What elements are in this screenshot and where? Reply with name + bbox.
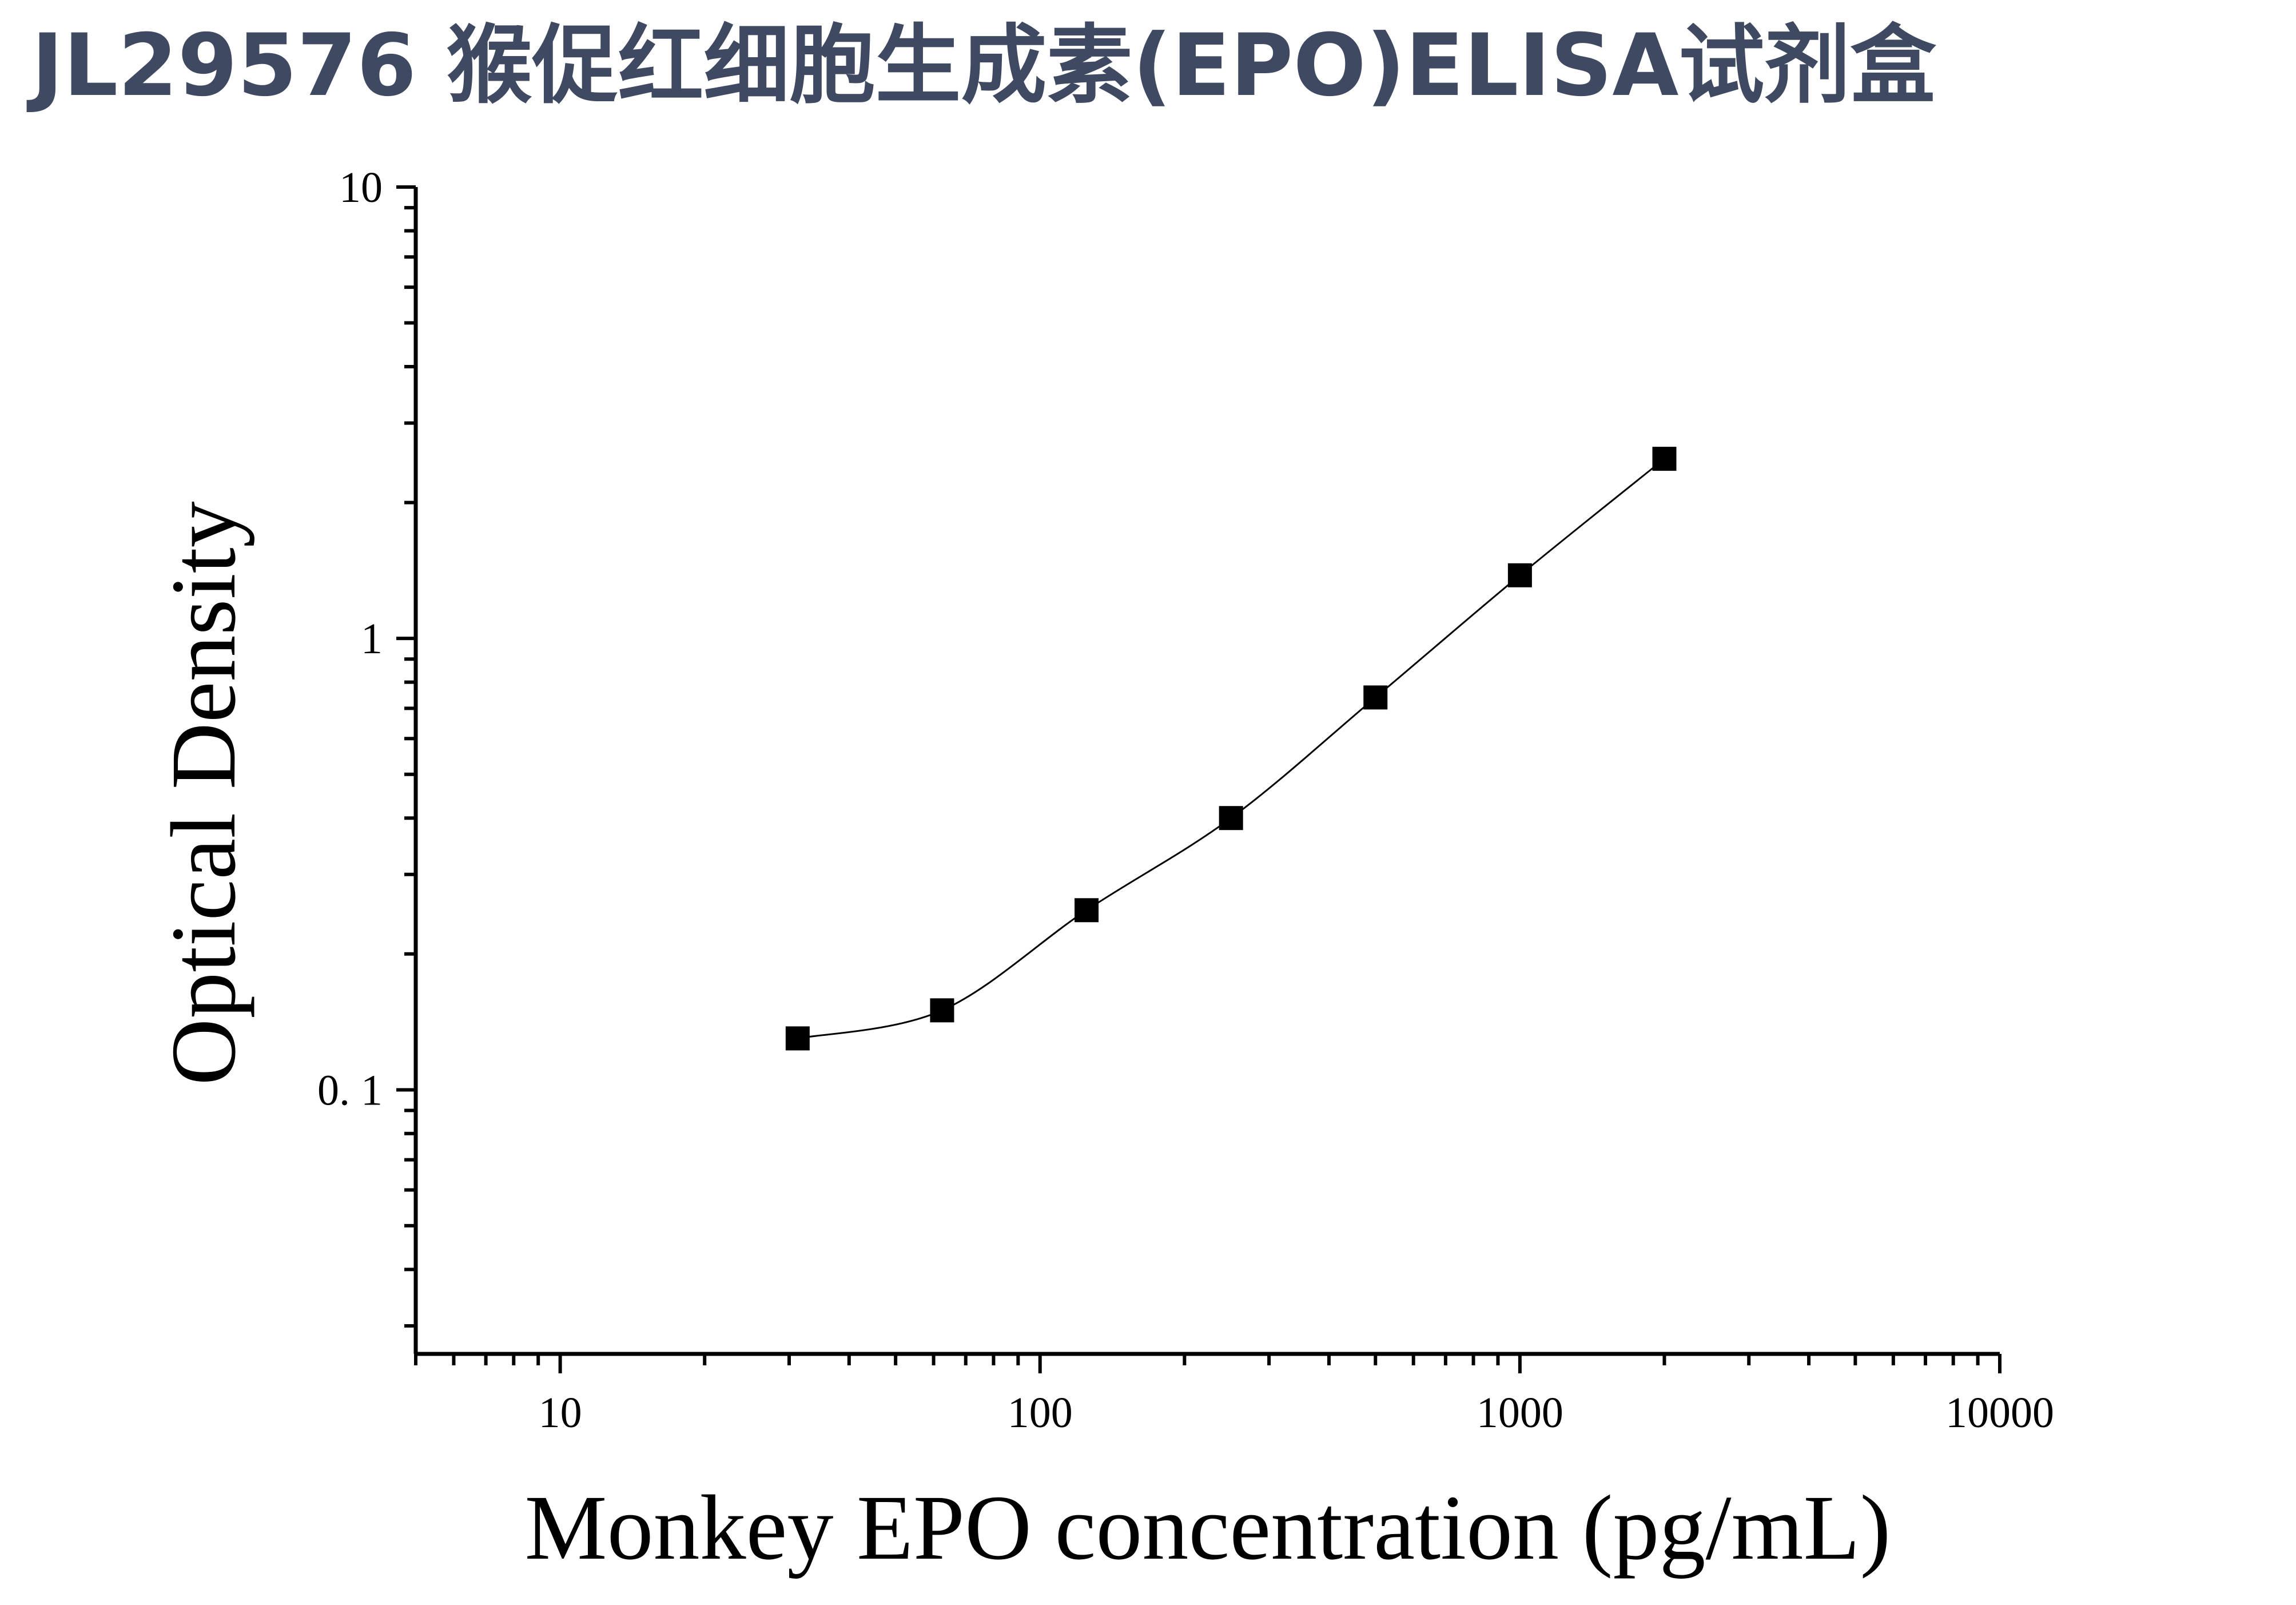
y-tick-label: 1 xyxy=(361,615,383,663)
page-title: JL29576 猴促红细胞生成素(EPO)ELISA试剂盒 xyxy=(31,16,1936,116)
x-tick-label: 10 xyxy=(539,1389,582,1437)
axes-layer xyxy=(413,187,2000,1356)
y-axis-title: Optical Density xyxy=(153,501,255,1085)
x-tick-label: 100 xyxy=(1008,1389,1073,1437)
data-point xyxy=(1219,806,1243,831)
data-point xyxy=(1652,447,1677,471)
points-layer xyxy=(785,447,1677,1051)
data-point xyxy=(1363,685,1388,710)
ticks-layer xyxy=(396,185,2001,1373)
data-point xyxy=(785,1026,810,1051)
y-tick-label: 10 xyxy=(339,164,383,212)
x-axis-title: Monkey EPO concentration (pg/mL) xyxy=(525,1477,1891,1579)
data-point xyxy=(1075,898,1099,923)
labels-layer: 10 100 1000 10000 0. 1 1 10 Monkey EPO concentr… xyxy=(153,164,2054,1579)
x-tick-label: 1000 xyxy=(1477,1389,1563,1437)
data-point xyxy=(1507,563,1532,587)
fit-curve-layer xyxy=(797,458,1665,1039)
x-tick-label: 10000 xyxy=(1945,1389,2054,1437)
y-tick-label: 0. 1 xyxy=(317,1066,383,1114)
data-point xyxy=(930,998,954,1023)
fit-curve xyxy=(797,458,1665,1039)
